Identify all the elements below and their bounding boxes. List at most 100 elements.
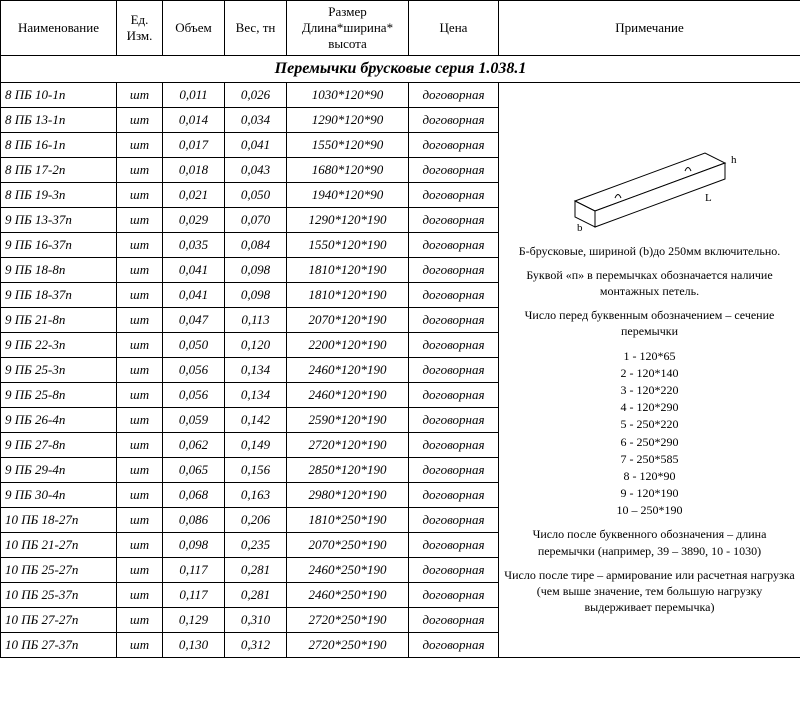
cell-unit: шт bbox=[117, 158, 163, 183]
cell-wt: 0,142 bbox=[225, 408, 287, 433]
cell-price: договорная bbox=[409, 133, 499, 158]
cell-wt: 0,281 bbox=[225, 583, 287, 608]
cell-wt: 0,281 bbox=[225, 558, 287, 583]
cell-name: 9 ПБ 18-37п bbox=[1, 283, 117, 308]
cell-vol: 0,098 bbox=[163, 533, 225, 558]
cell-wt: 0,041 bbox=[225, 133, 287, 158]
col-vol: Объем bbox=[163, 1, 225, 56]
cell-price: договорная bbox=[409, 183, 499, 208]
cell-wt: 0,134 bbox=[225, 358, 287, 383]
cell-vol: 0,130 bbox=[163, 633, 225, 658]
cell-name: 8 ПБ 19-3п bbox=[1, 183, 117, 208]
cell-size: 2590*120*190 bbox=[287, 408, 409, 433]
cell-size: 2460*120*190 bbox=[287, 358, 409, 383]
notes-section-item: 7 - 250*585 bbox=[503, 451, 796, 467]
cell-unit: шт bbox=[117, 208, 163, 233]
cell-unit: шт bbox=[117, 283, 163, 308]
cell-name: 9 ПБ 13-37п bbox=[1, 208, 117, 233]
cell-price: договорная bbox=[409, 458, 499, 483]
cell-name: 8 ПБ 17-2п bbox=[1, 158, 117, 183]
cell-name: 10 ПБ 25-37п bbox=[1, 583, 117, 608]
cell-wt: 0,235 bbox=[225, 533, 287, 558]
col-size: Размер Длина*ширина* высота bbox=[287, 1, 409, 56]
cell-vol: 0,018 bbox=[163, 158, 225, 183]
cell-size: 2460*120*190 bbox=[287, 383, 409, 408]
cell-price: договорная bbox=[409, 158, 499, 183]
cell-price: договорная bbox=[409, 308, 499, 333]
cell-size: 2460*250*190 bbox=[287, 558, 409, 583]
cell-price: договорная bbox=[409, 433, 499, 458]
cell-vol: 0,014 bbox=[163, 108, 225, 133]
cell-unit: шт bbox=[117, 108, 163, 133]
table-row: 8 ПБ 10-1пшт0,0110,0261030*120*90договор… bbox=[1, 83, 800, 108]
cell-vol: 0,017 bbox=[163, 133, 225, 158]
cell-size: 2460*250*190 bbox=[287, 583, 409, 608]
col-notes: Примечание bbox=[499, 1, 800, 56]
cell-price: договорная bbox=[409, 558, 499, 583]
notes-section-item: 9 - 120*190 bbox=[503, 485, 796, 501]
notes-p1: Б-брусковые, шириной (b)до 250мм включит… bbox=[503, 243, 796, 259]
cell-size: 1550*120*90 bbox=[287, 133, 409, 158]
cell-name: 9 ПБ 25-8п bbox=[1, 383, 117, 408]
cell-price: договорная bbox=[409, 383, 499, 408]
diagram-label-L: L bbox=[705, 192, 712, 204]
cell-price: договорная bbox=[409, 258, 499, 283]
cell-unit: шт bbox=[117, 133, 163, 158]
cell-name: 9 ПБ 29-4п bbox=[1, 458, 117, 483]
cell-name: 9 ПБ 27-8п bbox=[1, 433, 117, 458]
section-title-row: Перемычки брусковые серия 1.038.1 bbox=[1, 56, 800, 83]
cell-size: 1810*120*190 bbox=[287, 258, 409, 283]
cell-vol: 0,062 bbox=[163, 433, 225, 458]
cell-wt: 0,149 bbox=[225, 433, 287, 458]
cell-vol: 0,011 bbox=[163, 83, 225, 108]
cell-name: 9 ПБ 22-3п bbox=[1, 333, 117, 358]
notes-p3: Число перед буквенным обозначением – сеч… bbox=[503, 307, 796, 339]
cell-wt: 0,026 bbox=[225, 83, 287, 108]
cell-unit: шт bbox=[117, 308, 163, 333]
cell-size: 1550*120*190 bbox=[287, 233, 409, 258]
cell-price: договорная bbox=[409, 108, 499, 133]
col-wt: Вес, тн bbox=[225, 1, 287, 56]
cell-name: 9 ПБ 26-4п bbox=[1, 408, 117, 433]
cell-size: 1810*120*190 bbox=[287, 283, 409, 308]
cell-unit: шт bbox=[117, 508, 163, 533]
cell-size: 2720*250*190 bbox=[287, 608, 409, 633]
notes-section-item: 3 - 120*220 bbox=[503, 382, 796, 398]
notes-section-item: 10 – 250*190 bbox=[503, 502, 796, 518]
cell-name: 10 ПБ 25-27п bbox=[1, 558, 117, 583]
cell-vol: 0,041 bbox=[163, 283, 225, 308]
notes-p4: Число после буквенного обозначения – дли… bbox=[503, 526, 796, 558]
cell-unit: шт bbox=[117, 358, 163, 383]
cell-price: договорная bbox=[409, 283, 499, 308]
cell-wt: 0,070 bbox=[225, 208, 287, 233]
cell-vol: 0,056 bbox=[163, 383, 225, 408]
cell-unit: шт bbox=[117, 433, 163, 458]
cell-wt: 0,312 bbox=[225, 633, 287, 658]
col-name: Наименование bbox=[1, 1, 117, 56]
cell-wt: 0,113 bbox=[225, 308, 287, 333]
cell-vol: 0,059 bbox=[163, 408, 225, 433]
cell-vol: 0,068 bbox=[163, 483, 225, 508]
cell-name: 10 ПБ 21-27п bbox=[1, 533, 117, 558]
cell-vol: 0,129 bbox=[163, 608, 225, 633]
cell-price: договорная bbox=[409, 533, 499, 558]
cell-vol: 0,086 bbox=[163, 508, 225, 533]
cell-vol: 0,117 bbox=[163, 583, 225, 608]
cell-price: договорная bbox=[409, 83, 499, 108]
cell-size: 1680*120*90 bbox=[287, 158, 409, 183]
cell-vol: 0,029 bbox=[163, 208, 225, 233]
section-title: Перемычки брусковые серия 1.038.1 bbox=[1, 56, 800, 83]
cell-vol: 0,117 bbox=[163, 558, 225, 583]
cell-unit: шт bbox=[117, 408, 163, 433]
cell-price: договорная bbox=[409, 583, 499, 608]
notes-p5: Число после тире – армирование или расче… bbox=[503, 567, 796, 616]
diagram-label-h: h bbox=[731, 154, 737, 166]
cell-price: договорная bbox=[409, 333, 499, 358]
cell-size: 1290*120*190 bbox=[287, 208, 409, 233]
diagram-label-b: b bbox=[577, 222, 583, 233]
notes-sections-list: 1 - 120*652 - 120*1403 - 120*2204 - 120*… bbox=[503, 348, 796, 519]
cell-price: договорная bbox=[409, 358, 499, 383]
cell-size: 1030*120*90 bbox=[287, 83, 409, 108]
cell-name: 8 ПБ 10-1п bbox=[1, 83, 117, 108]
cell-unit: шт bbox=[117, 383, 163, 408]
